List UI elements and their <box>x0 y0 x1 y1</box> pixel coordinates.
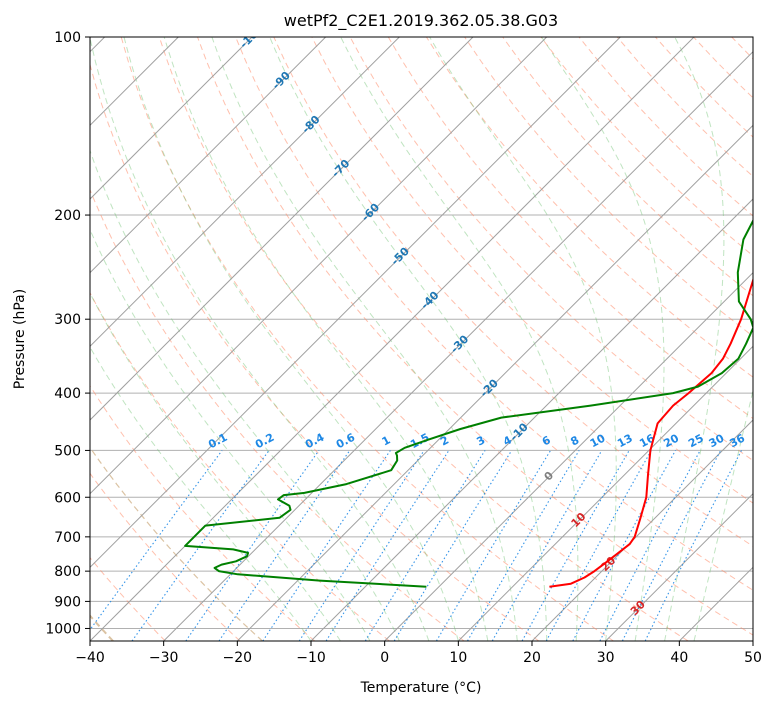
x-axis-title: Temperature (°C) <box>360 680 482 696</box>
mixing-ratio-line <box>185 450 320 641</box>
dry-adiabat-lines <box>90 37 753 641</box>
dry-adiabat-line <box>349 37 753 462</box>
isotherm-line <box>90 37 253 200</box>
accent-curve <box>90 446 263 641</box>
sounding-profiles <box>184 218 753 588</box>
mixing-ratio-label: 10 <box>588 431 608 450</box>
x-tick-label: −30 <box>149 650 179 666</box>
x-axis: −40 −30 −20 −10 0 10 20 30 40 50 <box>75 641 762 666</box>
dewpoint-profile <box>184 218 753 588</box>
moist-adiabat-line <box>429 37 617 641</box>
isotherm-line <box>90 37 327 274</box>
dry-adiabat-line <box>158 37 689 641</box>
x-tick-label: 30 <box>597 650 615 666</box>
isotherm-line <box>90 37 400 348</box>
moist-adiabat-line <box>90 228 371 641</box>
accent-curves <box>90 446 263 641</box>
isotherm-line <box>163 50 753 641</box>
y-tick-label: 400 <box>54 386 81 402</box>
dry-adiabat-line <box>235 37 753 591</box>
isotherm-line <box>605 492 753 641</box>
dry-adiabat-line <box>90 62 540 641</box>
moist-adiabat-line <box>123 37 459 641</box>
mixing-ratio-label: 36 <box>727 431 747 450</box>
mixing-ratio-lines <box>90 450 742 641</box>
mixing-ratio-line <box>644 450 742 641</box>
x-tick-label: 20 <box>523 650 541 666</box>
y-tick-label: 500 <box>54 443 81 459</box>
y-tick-label: 200 <box>54 208 81 224</box>
x-tick-label: 40 <box>670 650 688 666</box>
mixing-ratio-label: 30 <box>707 431 727 450</box>
moist-adiabat-line <box>90 37 430 641</box>
isotherm-line <box>310 198 753 641</box>
mixing-ratio-label: 25 <box>686 432 706 451</box>
dry-adiabat-line <box>502 37 753 297</box>
mixing-ratio-line <box>131 450 270 641</box>
isobar-gridlines <box>90 37 753 629</box>
mixing-ratio-line <box>621 450 722 641</box>
dry-adiabat-line <box>90 291 390 641</box>
dry-adiabat-line <box>311 37 753 504</box>
y-tick-label: 800 <box>54 564 81 580</box>
mixing-ratio-line <box>218 450 351 641</box>
dry-adiabat-line <box>425 37 753 378</box>
dry-adiabat-line <box>120 37 614 641</box>
plot-frame <box>89 36 754 642</box>
isotherm-line <box>384 271 753 641</box>
y-axis-title: Pressure (hPa) <box>12 289 28 389</box>
temperature-profile <box>549 277 753 588</box>
dry-adiabat-line <box>90 188 465 641</box>
dry-adiabat-line <box>90 472 241 641</box>
isotherm-line <box>457 345 753 641</box>
moist-adiabat-line <box>163 37 489 641</box>
mixing-ratio-line <box>90 450 223 631</box>
chart-title: wetPf2_C2E1.2019.362.05.38.G03 <box>284 11 558 31</box>
y-tick-label: 600 <box>54 490 81 506</box>
x-tick-label: −20 <box>223 650 253 666</box>
mixing-ratio-line <box>393 450 513 641</box>
moist-adiabat-line <box>269 37 548 641</box>
x-tick-label: −40 <box>75 650 105 666</box>
plot-area: -100-90-80-70-60-50-40-30-20-10010203040… <box>90 37 753 641</box>
y-tick-label: 700 <box>54 530 81 546</box>
y-axis: 1000 900 800 700 600 500 400 300 200 100 <box>45 30 90 637</box>
isotherm-line <box>90 37 621 569</box>
x-tick-label: 10 <box>449 650 467 666</box>
moist-adiabat-line <box>693 388 753 641</box>
moist-adiabat-line <box>664 37 725 641</box>
dry-adiabat-line <box>464 37 753 337</box>
x-tick-label: 0 <box>380 650 389 666</box>
y-tick-label: 900 <box>54 594 81 610</box>
dry-adiabat-line <box>273 37 753 547</box>
moist-adiabat-line <box>340 37 579 641</box>
y-tick-label: 1000 <box>45 621 81 637</box>
mixing-ratio-line <box>545 450 652 641</box>
mixing-ratio-line <box>521 450 630 641</box>
dry-adiabat-line <box>387 37 753 420</box>
dry-adiabat-line <box>90 384 316 641</box>
isotherm-line <box>90 37 548 495</box>
mixing-ratio-line <box>325 450 450 641</box>
mixing-ratio-line <box>572 450 676 641</box>
y-tick-label: 300 <box>54 312 81 328</box>
mixing-ratio-line <box>298 450 425 641</box>
moist-adiabat-line <box>211 37 518 641</box>
x-tick-label: −10 <box>296 650 326 666</box>
isotherm-line <box>236 124 753 641</box>
x-tick-label: 50 <box>744 650 762 666</box>
y-tick-label: 100 <box>54 30 81 46</box>
moist-adiabat-lines <box>90 37 753 641</box>
mixing-ratio-label: 13 <box>615 432 635 451</box>
mixing-ratio-label: 20 <box>661 431 681 450</box>
moist-adiabat-line <box>541 37 665 641</box>
moist-adiabat-line <box>90 291 341 641</box>
mixing-ratio-line <box>262 450 391 641</box>
isotherm-line <box>90 37 474 421</box>
